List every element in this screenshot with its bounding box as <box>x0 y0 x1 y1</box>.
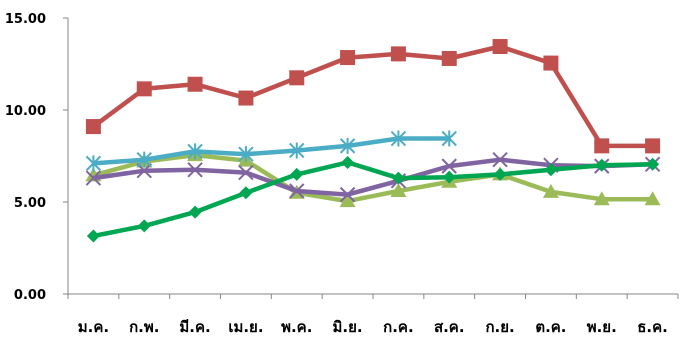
data-point <box>238 146 254 163</box>
series-line <box>93 157 653 197</box>
data-point <box>441 130 457 147</box>
data-point <box>441 158 457 174</box>
series-line <box>92 152 653 204</box>
y-tick-label: 15.00 <box>5 12 46 27</box>
y-axis: 0.00 5.00 10.00 15.00 <box>5 12 69 303</box>
data-point <box>340 50 356 66</box>
data-point <box>187 143 203 160</box>
x-tick-label: มี.ค. <box>179 318 210 336</box>
data-point <box>492 39 508 55</box>
y-tick-label: 5.00 <box>14 196 46 211</box>
data-point <box>238 164 254 181</box>
data-point <box>339 193 356 208</box>
data-point <box>442 170 456 184</box>
data-point <box>239 186 253 200</box>
series-layer <box>85 39 661 243</box>
data-point <box>85 170 102 186</box>
data-point <box>136 163 152 179</box>
data-point <box>493 167 507 181</box>
data-point <box>86 229 100 243</box>
data-point <box>390 130 407 147</box>
data-point <box>645 138 661 154</box>
data-point <box>85 155 102 172</box>
data-point <box>85 119 101 135</box>
x-tick-label: ม.ค. <box>78 318 109 336</box>
data-point <box>238 90 254 106</box>
data-point <box>544 163 558 177</box>
x-tick-label: ก.พ. <box>129 318 159 336</box>
data-point <box>289 142 305 159</box>
x-tick-label: ก.ย. <box>485 318 514 336</box>
data-point <box>341 155 355 169</box>
data-point <box>137 219 151 233</box>
series-line <box>93 136 450 166</box>
x-tick-label: ก.ค. <box>383 318 414 336</box>
x-tick-label: พ.ค. <box>281 318 312 336</box>
x-tick-label: ธ.ค. <box>637 318 668 336</box>
data-point <box>646 157 660 171</box>
data-point <box>187 162 203 178</box>
x-tick-label: มิ.ย. <box>333 318 363 336</box>
data-point <box>543 55 559 71</box>
x-axis: ม.ค. ก.พ. มี.ค. เม.ย. พ.ค. มิ.ย. ก.ค. ส.ค. ก.ย. ต… <box>67 293 679 336</box>
data-point <box>339 137 356 154</box>
data-point <box>136 81 152 97</box>
y-tick-label: 10.00 <box>5 104 46 119</box>
x-tick-label: ส.ค. <box>434 318 465 336</box>
x-tick-label: ต.ค. <box>535 318 566 336</box>
series-line <box>92 160 653 239</box>
data-point <box>136 151 152 168</box>
data-point <box>290 167 304 181</box>
data-point <box>188 205 202 219</box>
data-point <box>492 151 508 168</box>
data-point <box>593 191 610 206</box>
x-tick-label: เม.ย. <box>228 318 263 336</box>
data-point <box>289 183 305 199</box>
series-line <box>92 44 653 149</box>
data-point <box>391 171 405 185</box>
series-2 <box>85 130 457 172</box>
data-point <box>542 183 559 198</box>
series-3 <box>86 155 660 243</box>
data-point <box>390 182 407 197</box>
data-point <box>441 50 457 66</box>
data-point <box>339 186 356 203</box>
data-point <box>289 70 305 86</box>
data-point <box>644 191 661 206</box>
y-tick-label: 0.00 <box>14 288 46 303</box>
data-point <box>594 138 610 154</box>
series-1 <box>85 39 661 154</box>
data-point <box>187 76 203 92</box>
data-point <box>390 46 406 62</box>
data-point <box>595 158 609 172</box>
x-tick-label: พ.ย. <box>587 318 617 336</box>
